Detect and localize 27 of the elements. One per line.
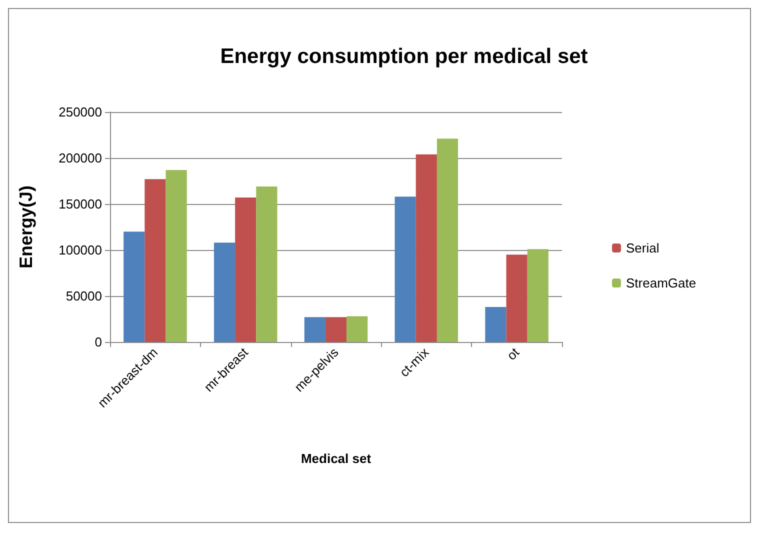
y-tick-label: 150000 [58, 196, 102, 212]
bar [346, 316, 368, 342]
bar [166, 170, 187, 342]
bar [325, 317, 347, 342]
bar [485, 307, 506, 342]
y-axis-title: Energy(J) [16, 185, 36, 269]
y-tick-label: 0 [94, 334, 102, 350]
chart-title: Energy consumption per medical set [220, 45, 588, 68]
legend-label: StreamGate [626, 276, 696, 290]
bar [436, 138, 458, 342]
bar [256, 186, 278, 342]
bar [416, 154, 437, 342]
x-axis-title: Medical set [300, 451, 372, 466]
y-tick-label: 50000 [66, 288, 102, 304]
y-tick-label: 250000 [58, 104, 102, 120]
bar [214, 242, 236, 342]
bar [144, 179, 166, 342]
bar [235, 198, 256, 342]
bar [124, 232, 145, 342]
bar [394, 196, 416, 342]
y-tick-label: 100000 [58, 242, 102, 258]
legend-label: Serial [626, 240, 660, 256]
bar [506, 254, 528, 342]
bar [527, 249, 548, 342]
y-tick-label: 200000 [58, 150, 102, 166]
bar [304, 317, 326, 342]
x-tick-label: ot [504, 344, 522, 363]
